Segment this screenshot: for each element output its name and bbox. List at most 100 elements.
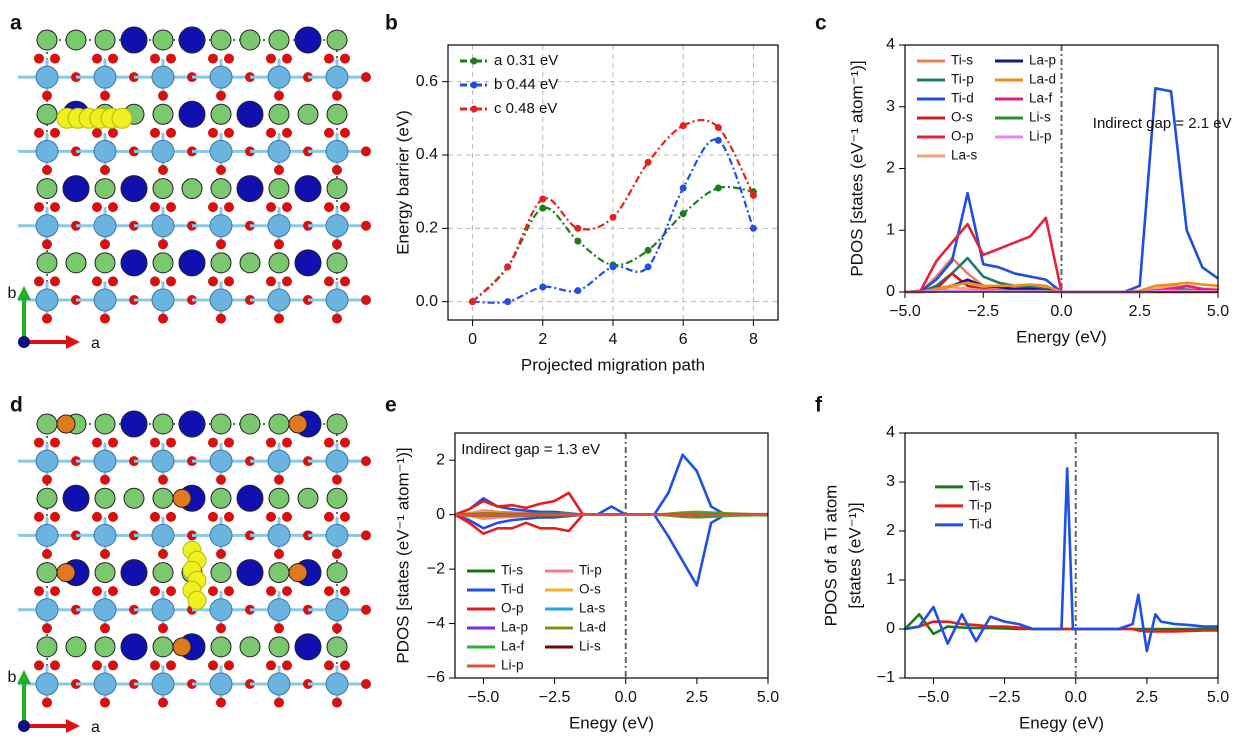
- o-atom: [282, 586, 292, 596]
- point: [574, 238, 581, 245]
- o-atom: [158, 91, 168, 101]
- ti-atom: [94, 289, 116, 311]
- o-atom: [324, 586, 334, 596]
- o-atom: [108, 512, 118, 522]
- chart-panel: e−5.0−2.50.02.55.0−6−4−202Enegy (eV)PDOS…: [385, 394, 779, 733]
- chart-panel: c−5.0−2.50.02.55.001234Energy (eV)PDOS […: [815, 12, 1232, 347]
- o-atom: [340, 438, 350, 448]
- o-atom: [150, 438, 160, 448]
- legend-label: Ti-s: [951, 53, 973, 68]
- o-atom: [274, 698, 284, 708]
- y-axis-label: Energy barrier (eV): [393, 110, 412, 255]
- y-tick-label: 2: [886, 522, 895, 539]
- la-atom: [295, 250, 321, 276]
- o-atom: [224, 438, 234, 448]
- li-atom: [240, 30, 260, 50]
- y-tick-label: 3: [886, 98, 895, 115]
- o-atom: [361, 295, 371, 305]
- x-tick-label: 0.0: [1065, 689, 1087, 706]
- li-atom: [95, 30, 115, 50]
- y-tick-label: 3: [886, 473, 895, 490]
- legend-label: La-d: [1029, 72, 1056, 87]
- dopant-atom: [173, 638, 191, 656]
- o-atom: [361, 530, 371, 540]
- li-atom: [240, 414, 260, 434]
- li-atom: [327, 563, 347, 583]
- legend-label: Li-s: [1029, 110, 1051, 125]
- o-atom: [166, 438, 176, 448]
- o-atom: [208, 512, 218, 522]
- arrow-head: [66, 719, 80, 733]
- o-atom: [50, 660, 60, 670]
- y-tick-label: 1: [886, 221, 895, 238]
- ti-atom: [326, 289, 348, 311]
- li-atom: [37, 414, 57, 434]
- li-atom: [37, 104, 57, 124]
- li-atom: [153, 488, 173, 508]
- legend-marker: [471, 58, 478, 65]
- ti-atom: [94, 599, 116, 621]
- li-atom: [269, 563, 289, 583]
- la-atom: [179, 101, 205, 127]
- o-atom: [361, 146, 371, 156]
- dopant-atom: [57, 564, 75, 582]
- o-atom: [100, 165, 110, 175]
- ti-atom: [36, 66, 58, 88]
- x-tick-label: 5.0: [757, 689, 779, 706]
- o-atom: [324, 128, 334, 138]
- la-atom: [121, 560, 147, 586]
- o-atom: [92, 438, 102, 448]
- ti-atom: [210, 524, 232, 546]
- la-atom: [295, 634, 321, 660]
- y-tick-label: −1: [877, 669, 895, 686]
- legend-label: La-p: [501, 620, 528, 635]
- o-atom: [274, 239, 284, 249]
- o-atom: [274, 91, 284, 101]
- y-tick-label: 2: [436, 451, 445, 468]
- la-atom: [179, 250, 205, 276]
- o-atom: [282, 276, 292, 286]
- o-atom: [216, 549, 226, 559]
- o-atom: [150, 54, 160, 64]
- o-atom: [340, 128, 350, 138]
- annotation: Indirect gap = 2.1 eV: [1093, 115, 1232, 132]
- point: [680, 210, 687, 217]
- la-atom: [121, 250, 147, 276]
- ti-atom: [94, 140, 116, 162]
- point: [539, 284, 546, 291]
- o-atom: [34, 438, 44, 448]
- o-atom: [274, 623, 284, 633]
- o-atom: [166, 128, 176, 138]
- x-tick-label: 5.0: [1207, 303, 1229, 320]
- li-atom: [37, 30, 57, 50]
- li-atom: [153, 563, 173, 583]
- li-atom: [66, 253, 86, 273]
- o-atom: [266, 128, 276, 138]
- o-atom: [340, 276, 350, 286]
- li-atom: [211, 30, 231, 50]
- o-atom: [92, 660, 102, 670]
- o-atom: [332, 623, 342, 633]
- y-axis-label: PDOS [states (eV⁻¹ atom⁻¹)]: [847, 60, 866, 276]
- ti-atom: [94, 524, 116, 546]
- li-atom: [37, 253, 57, 273]
- o-atom: [216, 239, 226, 249]
- series-line: [455, 515, 768, 516]
- x-tick-label: 0.0: [615, 689, 637, 706]
- o-atom: [324, 512, 334, 522]
- o-atom: [208, 54, 218, 64]
- legend-label: Ti-d: [951, 91, 974, 106]
- o-atom: [274, 549, 284, 559]
- o-atom: [108, 202, 118, 212]
- ti-atom: [326, 140, 348, 162]
- o-atom: [266, 276, 276, 286]
- o-atom: [42, 549, 52, 559]
- la-atom: [121, 411, 147, 437]
- x-tick-label: −2.5: [967, 303, 999, 320]
- li-atom: [153, 104, 173, 124]
- legend-marker: [471, 106, 478, 113]
- li-atom: [240, 637, 260, 657]
- li-atom: [124, 488, 144, 508]
- o-atom: [166, 202, 176, 212]
- o-atom: [166, 512, 176, 522]
